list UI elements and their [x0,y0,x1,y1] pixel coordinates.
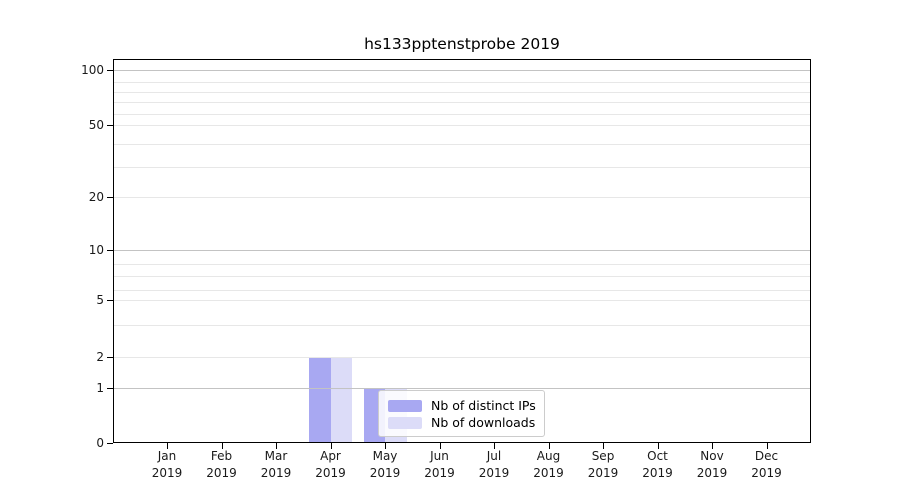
gridline-minor [113,263,811,265]
y-tick-mark [107,357,113,358]
x-tick-line: 2019 [642,466,673,480]
x-tick-line: 2019 [533,466,564,480]
gridline-minor [113,324,811,326]
gridline-major [113,387,811,389]
x-tick-line: Apr [320,449,341,463]
y-tick-mark [107,125,113,126]
gridline-minor [113,143,811,145]
x-tick-line: Nov [700,449,724,463]
x-tick-label: Nov 2019 [684,448,740,482]
x-tick-mark [603,443,604,449]
x-tick-label: Sep 2019 [575,448,631,482]
legend-swatch-nb-of-distinct-ips [388,399,422,412]
x-tick-line: 2019 [260,466,292,480]
x-tick-mark [712,443,713,449]
gridline-major [113,249,811,251]
y-tick-mark [107,70,113,71]
gridline-minor [113,124,811,126]
chart-title: hs133pptenstprobe 2019 [364,35,560,53]
x-tick-label: Jun 2019 [412,448,468,482]
x-tick-label: Jul 2019 [466,448,522,482]
x-tick-mark [276,443,277,449]
legend-label: Nb of distinct IPs [431,398,536,413]
x-tick-line: Jan [157,449,177,463]
x-tick-mark [385,443,386,449]
gridline-minor [113,101,811,103]
y-tick-mark [107,388,113,389]
gridline-major [113,69,811,71]
x-tick-line: Dec [754,449,779,463]
y-tick-label: 2 [96,350,104,364]
y-tick-label: 10 [88,243,104,257]
x-tick-line: Jul [486,449,502,463]
x-tick-mark [330,443,332,449]
gridline-minor [113,81,811,83]
x-tick-mark [221,443,223,449]
x-tick-line: Oct [647,449,668,463]
x-tick-mark [167,443,168,449]
x-tick-line: 2019 [151,466,183,480]
x-tick-label: Aug 2019 [521,448,577,482]
x-tick-line: Aug [536,449,561,463]
x-tick-line: 2019 [587,466,619,480]
y-tick-mark [107,250,113,251]
x-tick-label: Apr 2019 [303,448,359,482]
gridline-minor [113,275,811,277]
x-tick-line: 2019 [478,466,510,480]
y-tick-label: 100 [81,63,104,77]
legend-swatch-nb-of-downloads [388,416,422,429]
legend-entry-nb-of-downloads: Nb of downloads [388,414,536,431]
y-tick-mark [107,197,113,198]
y-tick-label: 20 [88,190,104,204]
y-tick-label: 5 [96,293,104,307]
x-tick-mark [439,443,441,449]
x-tick-line: 2019 [424,466,455,480]
x-tick-mark [657,443,659,449]
x-tick-label: Dec 2019 [739,448,795,482]
x-tick-mark [766,443,768,449]
gridline-minor [113,113,811,115]
legend-entry-nb-of-distinct-ips: Nb of distinct IPs [388,397,536,414]
x-tick-line: Sep [591,449,615,463]
gridline-minor [113,299,811,301]
x-tick-line: Feb [210,449,233,463]
x-tick-mark [548,443,550,449]
bar-nb-of-distinct-ips-apr-2019 [309,357,331,443]
x-tick-line: 2019 [751,466,782,480]
x-tick-label: Oct 2019 [630,448,686,482]
gridline-minor [113,289,811,291]
gridline-minor [113,91,811,93]
y-tick-mark [107,443,113,444]
x-tick-label: Feb 2019 [194,448,250,482]
y-tick-label: 0 [96,436,104,450]
x-tick-label: Mar 2019 [248,448,304,482]
x-tick-line: 2019 [696,466,728,480]
y-tick-mark [107,300,113,301]
x-tick-line: May [372,449,398,463]
x-tick-mark [494,443,495,449]
x-tick-line: Mar [264,449,288,463]
x-tick-line: 2019 [369,466,401,480]
y-tick-label: 1 [96,381,104,395]
gridline-minor [113,196,811,198]
bar-nb-of-downloads-apr-2019 [330,357,352,443]
x-tick-label: May 2019 [357,448,413,482]
gridline-minor [113,166,811,168]
x-tick-line: Jun [430,449,449,463]
grid-layer [113,59,811,443]
legend-label: Nb of downloads [431,415,536,430]
x-tick-label: Jan 2019 [139,448,195,482]
plot-area [113,59,811,443]
y-tick-label: 50 [88,118,104,132]
x-tick-line: 2019 [206,466,237,480]
x-tick-line: 2019 [315,466,346,480]
gridline-minor [113,356,811,358]
legend: Nb of distinct IPs Nb of downloads [378,390,545,437]
